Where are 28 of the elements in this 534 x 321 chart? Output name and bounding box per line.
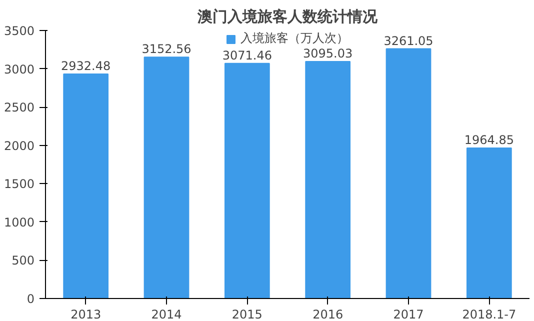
x-tick-label: 2015 — [232, 308, 262, 321]
data-label: 3261.05 — [384, 34, 434, 48]
data-label: 2932.48 — [61, 58, 111, 73]
chart-title: 澳门入境旅客人数统计情况 — [196, 8, 378, 26]
bar — [144, 56, 190, 298]
x-tick-label: 2018.1-7 — [462, 308, 516, 321]
data-label: 1964.85 — [464, 133, 514, 148]
bar — [224, 62, 270, 298]
y-tick-label: 500 — [12, 254, 34, 268]
bar — [466, 148, 512, 298]
bar — [305, 61, 351, 298]
x-tick-label: 2014 — [151, 308, 182, 321]
y-tick-label: 1000 — [4, 215, 35, 230]
y-tick-label: 3500 — [4, 24, 35, 38]
y-tick-label: 0 — [26, 292, 35, 306]
bar — [63, 73, 109, 298]
data-label: 3095.03 — [303, 46, 353, 61]
x-tick-label: 2016 — [312, 308, 344, 321]
bar — [386, 48, 432, 298]
y-tick-label: 3000 — [4, 62, 35, 76]
x-tick-label: 2017 — [393, 308, 424, 321]
y-tick-label: 2500 — [4, 100, 35, 115]
x-tick-label: 2013 — [70, 308, 102, 321]
data-label: 3071.46 — [222, 48, 272, 62]
legend-label: 入境旅客（万人次） — [240, 30, 348, 47]
data-label: 3152.56 — [142, 42, 192, 56]
y-tick-label: 1500 — [4, 177, 35, 192]
y-tick-label: 2000 — [4, 138, 35, 153]
